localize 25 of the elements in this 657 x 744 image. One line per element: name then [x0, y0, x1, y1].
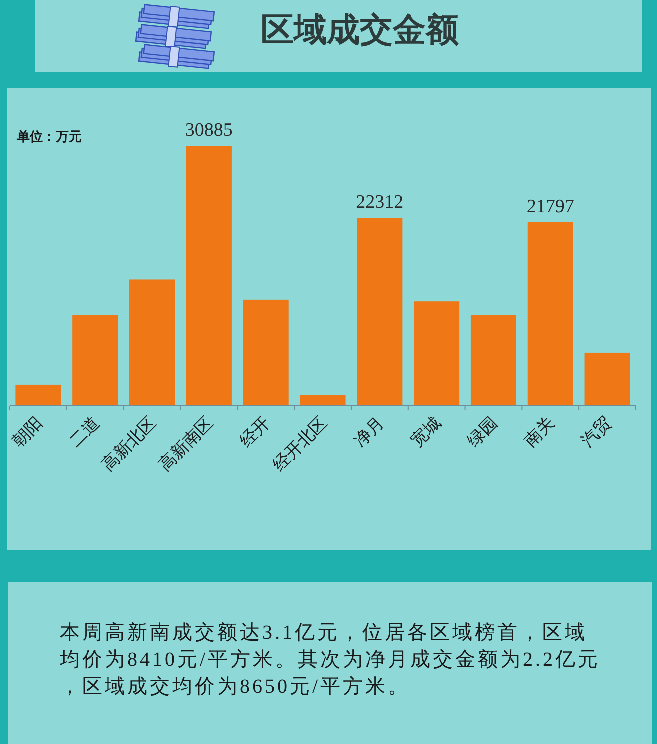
bar [528, 222, 574, 406]
data-label: 22312 [356, 192, 404, 214]
x-tick-label: 南关 [520, 413, 560, 452]
x-tick-label: 二道 [66, 413, 104, 452]
bar [130, 280, 176, 406]
x-tick-label: 宽城 [407, 413, 446, 452]
data-label: 30885 [185, 120, 233, 141]
bar [300, 395, 346, 406]
x-tick-label: 绿园 [464, 413, 502, 452]
data-label: 21797 [526, 196, 574, 218]
bar [16, 384, 62, 406]
x-tick-label: 汽贸 [578, 413, 616, 452]
text: 单位：万元 [16, 129, 82, 145]
bar [584, 352, 630, 406]
x-tick-label: 朝阳 [8, 413, 47, 452]
x-tick-label: 高新南区 [155, 413, 218, 476]
bar [186, 146, 232, 406]
text: 本周高新南成交额达3.1亿元，位居各区域榜首，区域均价为8410元/平方米。其次为净月成交金额为2.2亿元，区域成交均价为8650元/平方米。 [60, 621, 602, 700]
bar [357, 218, 403, 406]
chart-title: 区域成交金额 [261, 10, 459, 49]
bar [72, 315, 118, 406]
bar [470, 315, 516, 406]
bar [243, 300, 289, 406]
x-tick-label: 净月 [350, 413, 388, 452]
bar [414, 302, 460, 406]
